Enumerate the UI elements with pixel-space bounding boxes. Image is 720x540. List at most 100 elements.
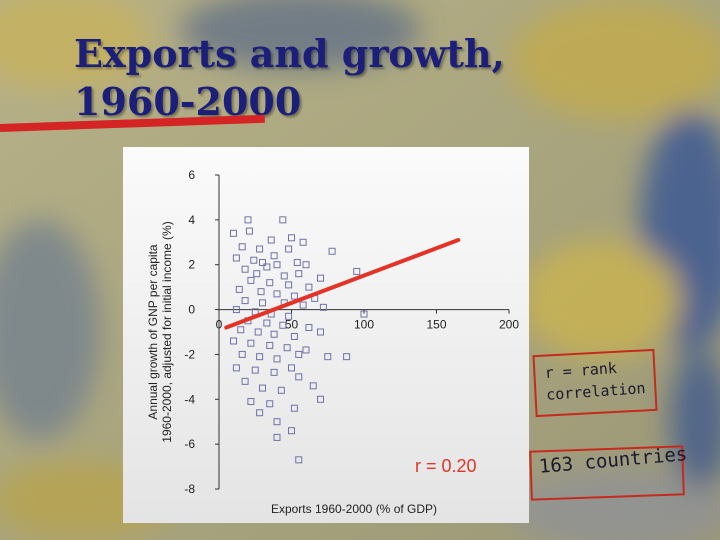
data-point — [293, 258, 301, 266]
y-tick-label: -4 — [184, 392, 195, 406]
data-point — [277, 386, 285, 394]
data-point — [259, 384, 266, 392]
data-point — [295, 270, 303, 278]
x-tick-label: 0 — [216, 318, 223, 332]
y-tick-label: -8 — [184, 482, 195, 496]
data-point — [299, 301, 307, 309]
data-point — [241, 265, 249, 273]
plot-background — [123, 147, 529, 523]
data-point — [266, 400, 274, 408]
data-point — [290, 332, 298, 340]
data-point — [251, 366, 259, 374]
chart-panel: -8 -6 -4 -2 0 2 4 6 0 50 100 150 200 Annual growth o… — [123, 147, 529, 523]
data-point — [230, 229, 237, 237]
data-point — [279, 321, 287, 329]
data-point — [238, 243, 246, 251]
data-point — [299, 238, 307, 246]
y-tick-label: -2 — [184, 347, 195, 361]
data-point — [254, 328, 262, 336]
y-tick-label: -6 — [184, 437, 195, 451]
y-tick-label: 0 — [188, 303, 195, 317]
data-point — [302, 346, 310, 354]
x-tick-label: 150 — [426, 318, 446, 332]
data-point — [295, 350, 303, 358]
data-point — [305, 283, 313, 291]
data-point — [263, 319, 271, 327]
data-point — [232, 306, 240, 314]
data-point — [288, 234, 295, 242]
data-point — [247, 339, 255, 347]
data-point — [285, 312, 293, 320]
data-point — [328, 247, 336, 255]
data-point — [317, 395, 324, 403]
data-point — [270, 252, 278, 260]
data-point — [288, 427, 295, 435]
data-point — [285, 281, 293, 289]
data-point — [273, 261, 281, 269]
y-tick-label: 2 — [188, 258, 195, 272]
data-point — [305, 324, 313, 332]
data-point — [290, 404, 298, 412]
data-point — [270, 368, 278, 376]
data-point — [266, 279, 274, 287]
x-tick-label: 50 — [285, 318, 299, 332]
data-point — [247, 276, 255, 284]
data-point — [273, 355, 281, 363]
data-point — [232, 254, 240, 262]
x-tick-label: 200 — [499, 318, 519, 332]
data-point — [250, 256, 258, 264]
data-point — [360, 310, 368, 318]
data-point — [280, 272, 288, 280]
data-point — [235, 285, 243, 293]
slide-title: Exports and growth, 1960-2000 — [74, 30, 505, 126]
data-point — [288, 364, 295, 372]
data-point — [230, 337, 237, 345]
data-point — [244, 216, 252, 224]
data-point — [273, 433, 281, 441]
slide-title-line-1: Exports and growth, — [74, 31, 505, 76]
x-tick-label: 100 — [354, 318, 374, 332]
data-point — [266, 341, 274, 349]
data-point — [238, 350, 246, 358]
data-point — [290, 292, 298, 300]
y-tick-label: 6 — [188, 168, 195, 182]
data-point — [241, 377, 249, 385]
data-point — [259, 299, 266, 307]
data-point — [324, 353, 332, 361]
data-point — [317, 274, 324, 282]
scatter-plot: -8 -6 -4 -2 0 2 4 6 0 50 100 150 200 Annual growth o… — [123, 147, 529, 523]
rank-correlation-note: r = rank correlation — [544, 355, 646, 406]
data-point — [270, 330, 278, 338]
data-point — [343, 353, 351, 361]
data-point — [317, 328, 324, 336]
data-point — [319, 303, 327, 311]
data-point — [279, 216, 287, 224]
data-point — [256, 245, 264, 253]
correlation-label: r = 0.20 — [415, 456, 477, 476]
trend-line — [224, 238, 461, 330]
data-point — [283, 344, 291, 352]
data-point — [263, 263, 271, 271]
x-axis-label: Exports 1960-2000 (% of GDP) — [271, 502, 437, 516]
data-point — [237, 326, 245, 334]
data-point — [267, 236, 275, 244]
data-point — [232, 364, 240, 372]
data-point — [302, 261, 310, 269]
data-point — [295, 373, 303, 381]
data-point — [256, 353, 264, 361]
data-point — [245, 227, 253, 235]
y-tick-label: 4 — [188, 213, 195, 227]
data-point — [295, 456, 303, 464]
data-point — [273, 290, 281, 298]
data-point — [256, 409, 264, 417]
data-point — [259, 258, 266, 266]
data-point — [273, 418, 281, 426]
data-point — [257, 288, 265, 296]
data-point — [285, 245, 293, 253]
data-point — [353, 267, 361, 275]
data-point — [241, 297, 249, 305]
y-axis-label: Annual growth of GNP per capita1960-2000… — [146, 221, 174, 442]
data-point — [309, 382, 317, 390]
data-point — [253, 270, 261, 278]
data-point — [247, 398, 255, 406]
